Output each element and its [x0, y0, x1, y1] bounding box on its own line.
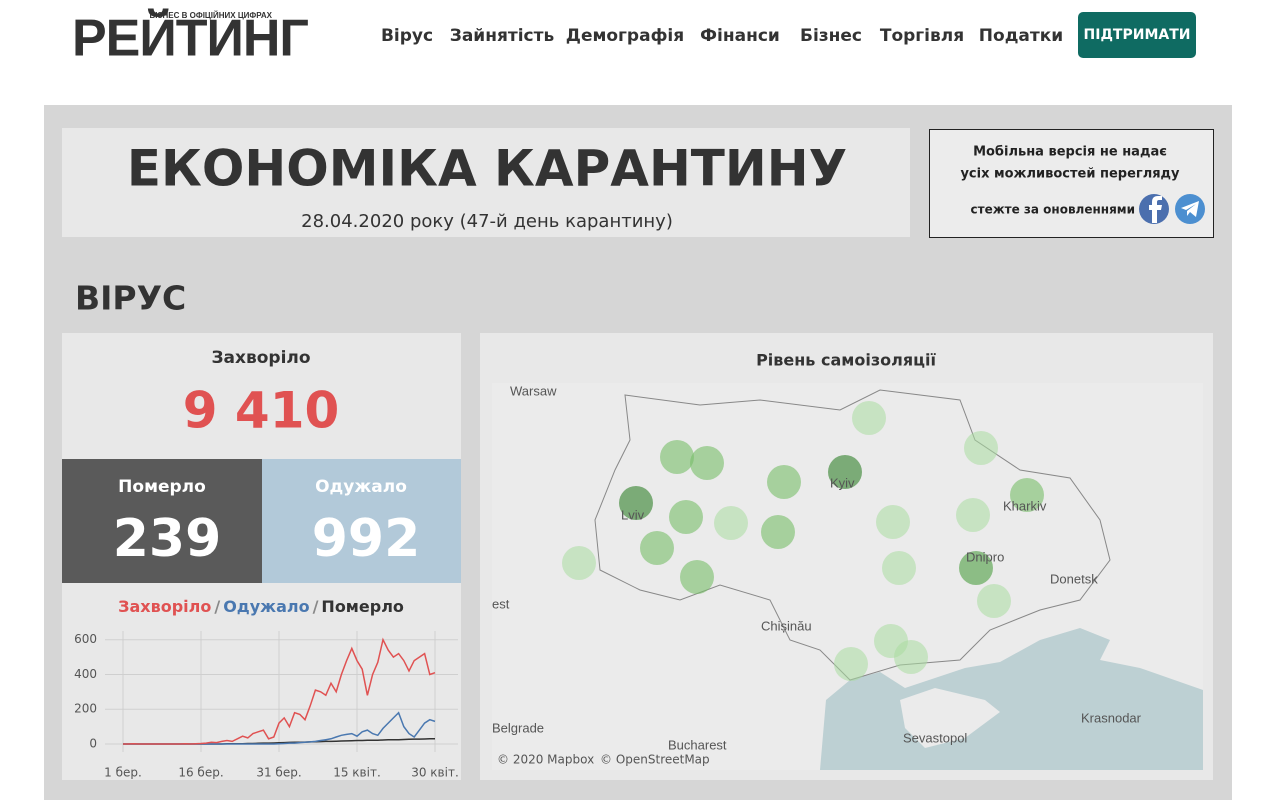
nav-item[interactable]: Вірус: [381, 26, 433, 46]
bubble[interactable]: [660, 440, 694, 474]
legend-separator: /: [214, 597, 220, 616]
bubble[interactable]: [852, 401, 886, 435]
place-label: Dnipro: [966, 549, 1004, 564]
y-tick-label: 0: [89, 737, 97, 751]
infected-value: 9 410: [183, 382, 340, 440]
telegram-glyph[interactable]: [1181, 201, 1199, 217]
bubble[interactable]: [714, 506, 748, 540]
chart-title: Захворіло / Одужало / Померло: [118, 597, 404, 616]
x-tick-label: 31 бер.: [256, 766, 301, 780]
notice-box: [929, 129, 1214, 238]
bubble[interactable]: [828, 455, 862, 489]
bubble[interactable]: [761, 515, 795, 549]
nav-item[interactable]: Бізнес: [800, 26, 862, 46]
bubble[interactable]: [964, 431, 998, 465]
bubble[interactable]: [882, 551, 916, 585]
banner: [62, 128, 910, 237]
legend-entry: Померло: [321, 597, 403, 616]
support-button-label[interactable]: ПІДТРИМАТИ: [1084, 27, 1191, 43]
bubble[interactable]: [977, 584, 1011, 618]
deaths-box: [62, 459, 262, 583]
deaths-label: Померло: [118, 477, 206, 497]
place-label: Lviv: [621, 507, 645, 522]
bubble[interactable]: [669, 500, 703, 534]
notice-follow: стежте за оновленнями: [971, 203, 1135, 217]
recovered-value: 992: [312, 509, 421, 569]
bubble[interactable]: [1010, 478, 1044, 512]
legend-separator: /: [313, 597, 319, 616]
place-label: Sevastopol: [903, 730, 967, 745]
notice-line: Мобільна версія не надає: [973, 145, 1167, 160]
x-tick-label: 16 бер.: [178, 766, 223, 780]
y-tick-label: 400: [74, 667, 97, 681]
legend-entry: Захворіло: [118, 597, 211, 616]
facebook-glyph[interactable]: [1149, 196, 1162, 223]
bubble[interactable]: [680, 560, 714, 594]
series-line: [123, 637, 436, 745]
facebook-icon[interactable]: [1139, 194, 1169, 224]
section-title: ВІРУС: [75, 279, 186, 318]
bubble[interactable]: [619, 486, 653, 520]
place-label: est: [492, 596, 510, 611]
bubble[interactable]: [876, 505, 910, 539]
legend-entry: Одужало: [223, 597, 309, 616]
map[interactable]: Warsaw Lviv Kyiv Kharkiv Dnipro Donetsk …: [492, 383, 1203, 770]
recovered-box: [262, 459, 461, 583]
x-tick-label: 30 квіт.: [411, 766, 459, 780]
bubble[interactable]: [834, 647, 868, 681]
place-label: Donetsk: [1050, 571, 1098, 586]
y-tick-label: 200: [74, 702, 97, 716]
recovered-label: Одужало: [315, 477, 407, 497]
place-label: Warsaw: [510, 383, 557, 398]
nav-item[interactable]: Демографія: [566, 26, 684, 46]
place-label: Belgrade: [492, 720, 544, 735]
y-tick-label: 600: [74, 632, 97, 646]
banner-subtitle: 28.04.2020 року (47-й день карантину): [301, 211, 673, 232]
bubble[interactable]: [894, 640, 928, 674]
logo[interactable]: РЕЙТИНГ: [72, 9, 309, 68]
deaths-value: 239: [113, 509, 222, 569]
bubble[interactable]: [767, 465, 801, 499]
place-label: Kyiv: [830, 475, 855, 490]
x-tick-label: 15 квіт.: [333, 766, 381, 780]
bubble[interactable]: [959, 551, 993, 585]
bubbles: [562, 401, 1044, 681]
line-chart: 0 200 400 600 1 бер. 16 бер. 31 бер. 15 квіт. 30…: [74, 631, 459, 780]
place-label: Chișinău: [761, 618, 812, 633]
x-tick-label: 1 бер.: [104, 766, 142, 780]
bubble[interactable]: [690, 446, 724, 480]
place-label: Kharkiv: [1003, 498, 1047, 513]
nav-item[interactable]: Торгівля: [880, 26, 964, 46]
bubble[interactable]: [956, 498, 990, 532]
map-credit: © OpenStreetMap: [600, 753, 710, 767]
map-credit: © 2020 Mapbox: [497, 753, 594, 767]
nav-item[interactable]: Фінанси: [700, 26, 780, 46]
notice-line: усіх можливостей перегляду: [960, 167, 1180, 182]
place-label: Krasnodar: [1081, 710, 1142, 725]
nav-item[interactable]: Зайнятість: [450, 26, 554, 46]
banner-title: ЕКОНОМІКА КАРАНТИНУ: [127, 140, 847, 198]
support-button[interactable]: [1078, 12, 1196, 58]
map-title: Рівень самоізоляції: [756, 351, 936, 370]
bubble[interactable]: [562, 546, 596, 580]
border: [594, 389, 1111, 681]
place-label: Bucharest: [668, 737, 727, 752]
bubble[interactable]: [640, 531, 674, 565]
telegram-icon[interactable]: [1175, 194, 1205, 224]
nav-item[interactable]: Податки: [979, 26, 1063, 46]
crimea: [900, 688, 1000, 748]
infected-label: Захворіло: [211, 348, 310, 368]
logo-tagline: БІЗНЕС В ОФІЦІЙНИХ ЦИФРАХ: [150, 11, 273, 20]
